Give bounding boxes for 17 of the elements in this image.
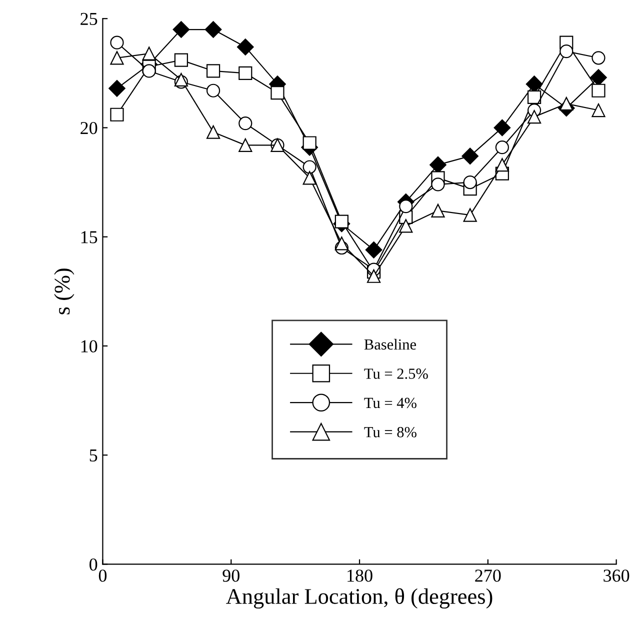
x-axis-title: Angular Location, θ (degrees): [226, 588, 492, 609]
x-tick-label: 0: [98, 570, 107, 582]
x-tick-label: 90: [222, 570, 240, 582]
y-tick-label: 15: [81, 231, 98, 244]
x-tick-label: 270: [475, 570, 501, 582]
legend-label: Baseline: [364, 338, 416, 350]
y-tick-label: 25: [80, 12, 98, 26]
y-tick-label: 10: [81, 340, 98, 352]
y-axis-title: s (%): [54, 268, 74, 314]
x-tick-label: 360: [604, 570, 630, 582]
legend-label: Tu = 4%: [364, 398, 416, 408]
y-tick-label: 5: [90, 450, 98, 462]
legend-label: Tu = 8%: [364, 427, 416, 438]
legend-label: Tu = 2.5%: [364, 368, 428, 379]
x-tick-label: 180: [348, 570, 372, 582]
y-tick-label: 0: [90, 558, 98, 571]
y-tick-label: 20: [80, 122, 98, 134]
